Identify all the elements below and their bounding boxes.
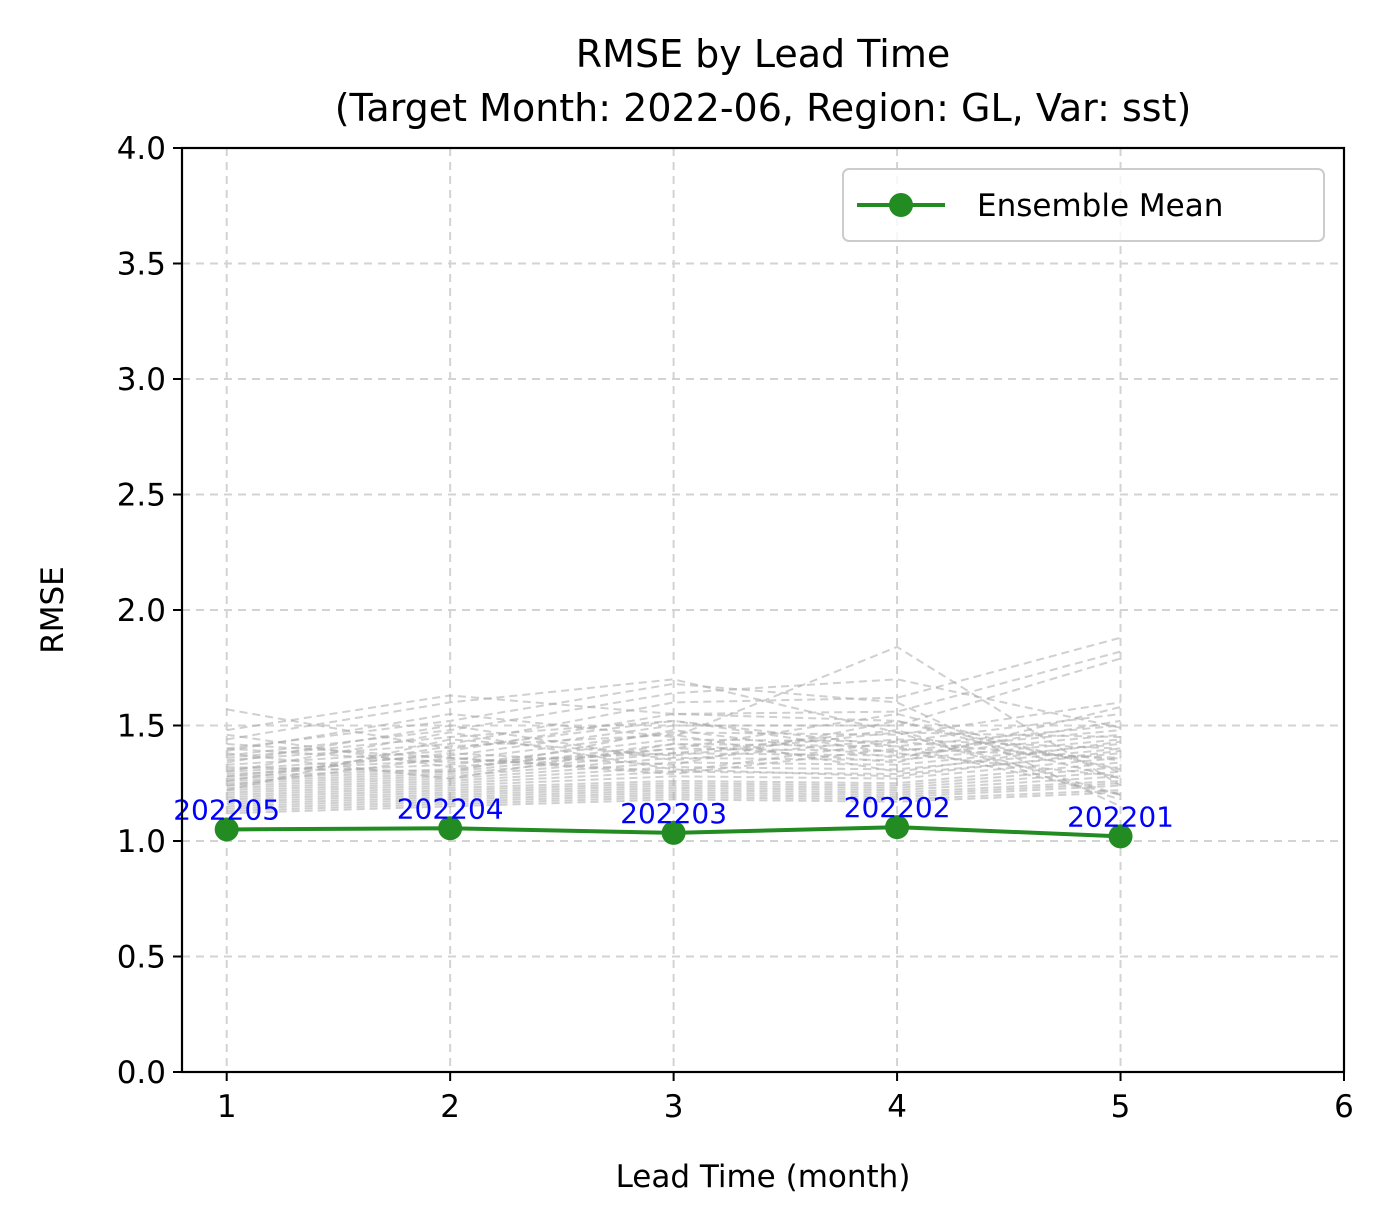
x-tick-label: 6: [1334, 1089, 1354, 1125]
ensemble-mean-point: [438, 816, 463, 841]
ensemble-member-lines: [226, 636, 1122, 815]
y-tick-label: 3.0: [117, 362, 166, 398]
ensemble-member-line: [226, 733, 1121, 782]
point-label: 202205: [173, 793, 280, 826]
ensemble-member-line: [226, 775, 1121, 803]
ensemble-member-line: [226, 761, 1121, 796]
ensemble-member-line: [226, 724, 1121, 778]
point-label: 202201: [1067, 800, 1174, 833]
ensemble-member-line: [226, 742, 1121, 787]
ensemble-member-line: [226, 770, 1121, 801]
ensemble-member-line: [226, 779, 1121, 806]
ensemble-member-line: [226, 789, 1121, 812]
ensemble-member-line: [226, 645, 1122, 787]
ensemble-member-line: [226, 706, 1121, 780]
ensemble-mean-point: [885, 815, 910, 840]
point-labels: 202205 202204 202203 202202 202201: [173, 791, 1174, 833]
ensemble-member-line: [226, 738, 1121, 785]
x-tick-label: 4: [887, 1089, 907, 1125]
ensemble-member-line: [226, 636, 1121, 762]
point-label: 202203: [620, 797, 727, 830]
legend-label: Ensemble Mean: [977, 188, 1223, 224]
ensemble-member-line: [226, 678, 1121, 741]
ensemble-mean-series: [214, 815, 1133, 849]
ensemble-member-line: [226, 740, 1121, 773]
ensemble-member-line: [226, 756, 1121, 794]
y-tick-label: 0.5: [117, 940, 166, 976]
y-axis-label: RMSE: [35, 566, 71, 654]
ensemble-member-line: [226, 791, 1121, 815]
ensemble-mean-point: [1108, 824, 1133, 849]
legend-marker: [889, 193, 913, 217]
y-tick-label: 2.5: [117, 478, 166, 514]
x-tick-label: 1: [217, 1089, 237, 1125]
ensemble-mean-point: [214, 817, 239, 842]
grid-lines: [182, 147, 1345, 1073]
y-tick-label: 1.0: [117, 824, 166, 860]
x-axis-label: Lead Time (month): [616, 1159, 911, 1195]
ensemble-member-line: [226, 712, 1121, 773]
x-tick-label: 5: [1111, 1089, 1131, 1125]
y-tick-label: 4.0: [117, 131, 166, 167]
ensemble-member-line: [226, 731, 1121, 801]
point-label: 202204: [397, 792, 504, 825]
chart-title-line2: (Target Month: 2022-06, Region: GL, Var:…: [335, 86, 1192, 130]
ensemble-member-line: [226, 694, 1121, 771]
x-tick-label: 3: [664, 1089, 684, 1125]
ensemble-member-line: [226, 724, 1121, 764]
y-tick-label: 1.5: [117, 709, 166, 745]
y-axis-ticks: 0.0 0.5 1.0 1.5 2.0 2.5 3.0 3.5 4.0: [117, 131, 182, 1091]
y-tick-label: 2.0: [117, 593, 166, 629]
y-tick-label: 3.5: [117, 247, 166, 283]
y-tick-label: 0.0: [117, 1055, 166, 1091]
ensemble-member-line: [226, 719, 1121, 778]
ensemble-member-line: [226, 747, 1121, 787]
ensemble-member-line: [226, 719, 1121, 780]
ensemble-member-line: [226, 682, 1121, 808]
ensemble-member-line: [226, 747, 1121, 789]
x-axis-ticks: 1 2 3 4 5 6: [217, 1072, 1354, 1125]
point-label: 202202: [844, 791, 951, 824]
chart-title-line1: RMSE by Lead Time: [576, 32, 950, 76]
ensemble-member-line: [226, 766, 1121, 799]
ensemble-member-line: [226, 729, 1121, 780]
ensemble-member-line: [226, 782, 1121, 808]
ensemble-member-line: [226, 701, 1121, 773]
legend-box: [842, 168, 1325, 242]
legend: Ensemble Mean: [842, 168, 1325, 242]
ensemble-member-line: [226, 784, 1121, 810]
ensemble-mean-point: [661, 820, 686, 845]
x-tick-label: 2: [440, 1089, 460, 1125]
